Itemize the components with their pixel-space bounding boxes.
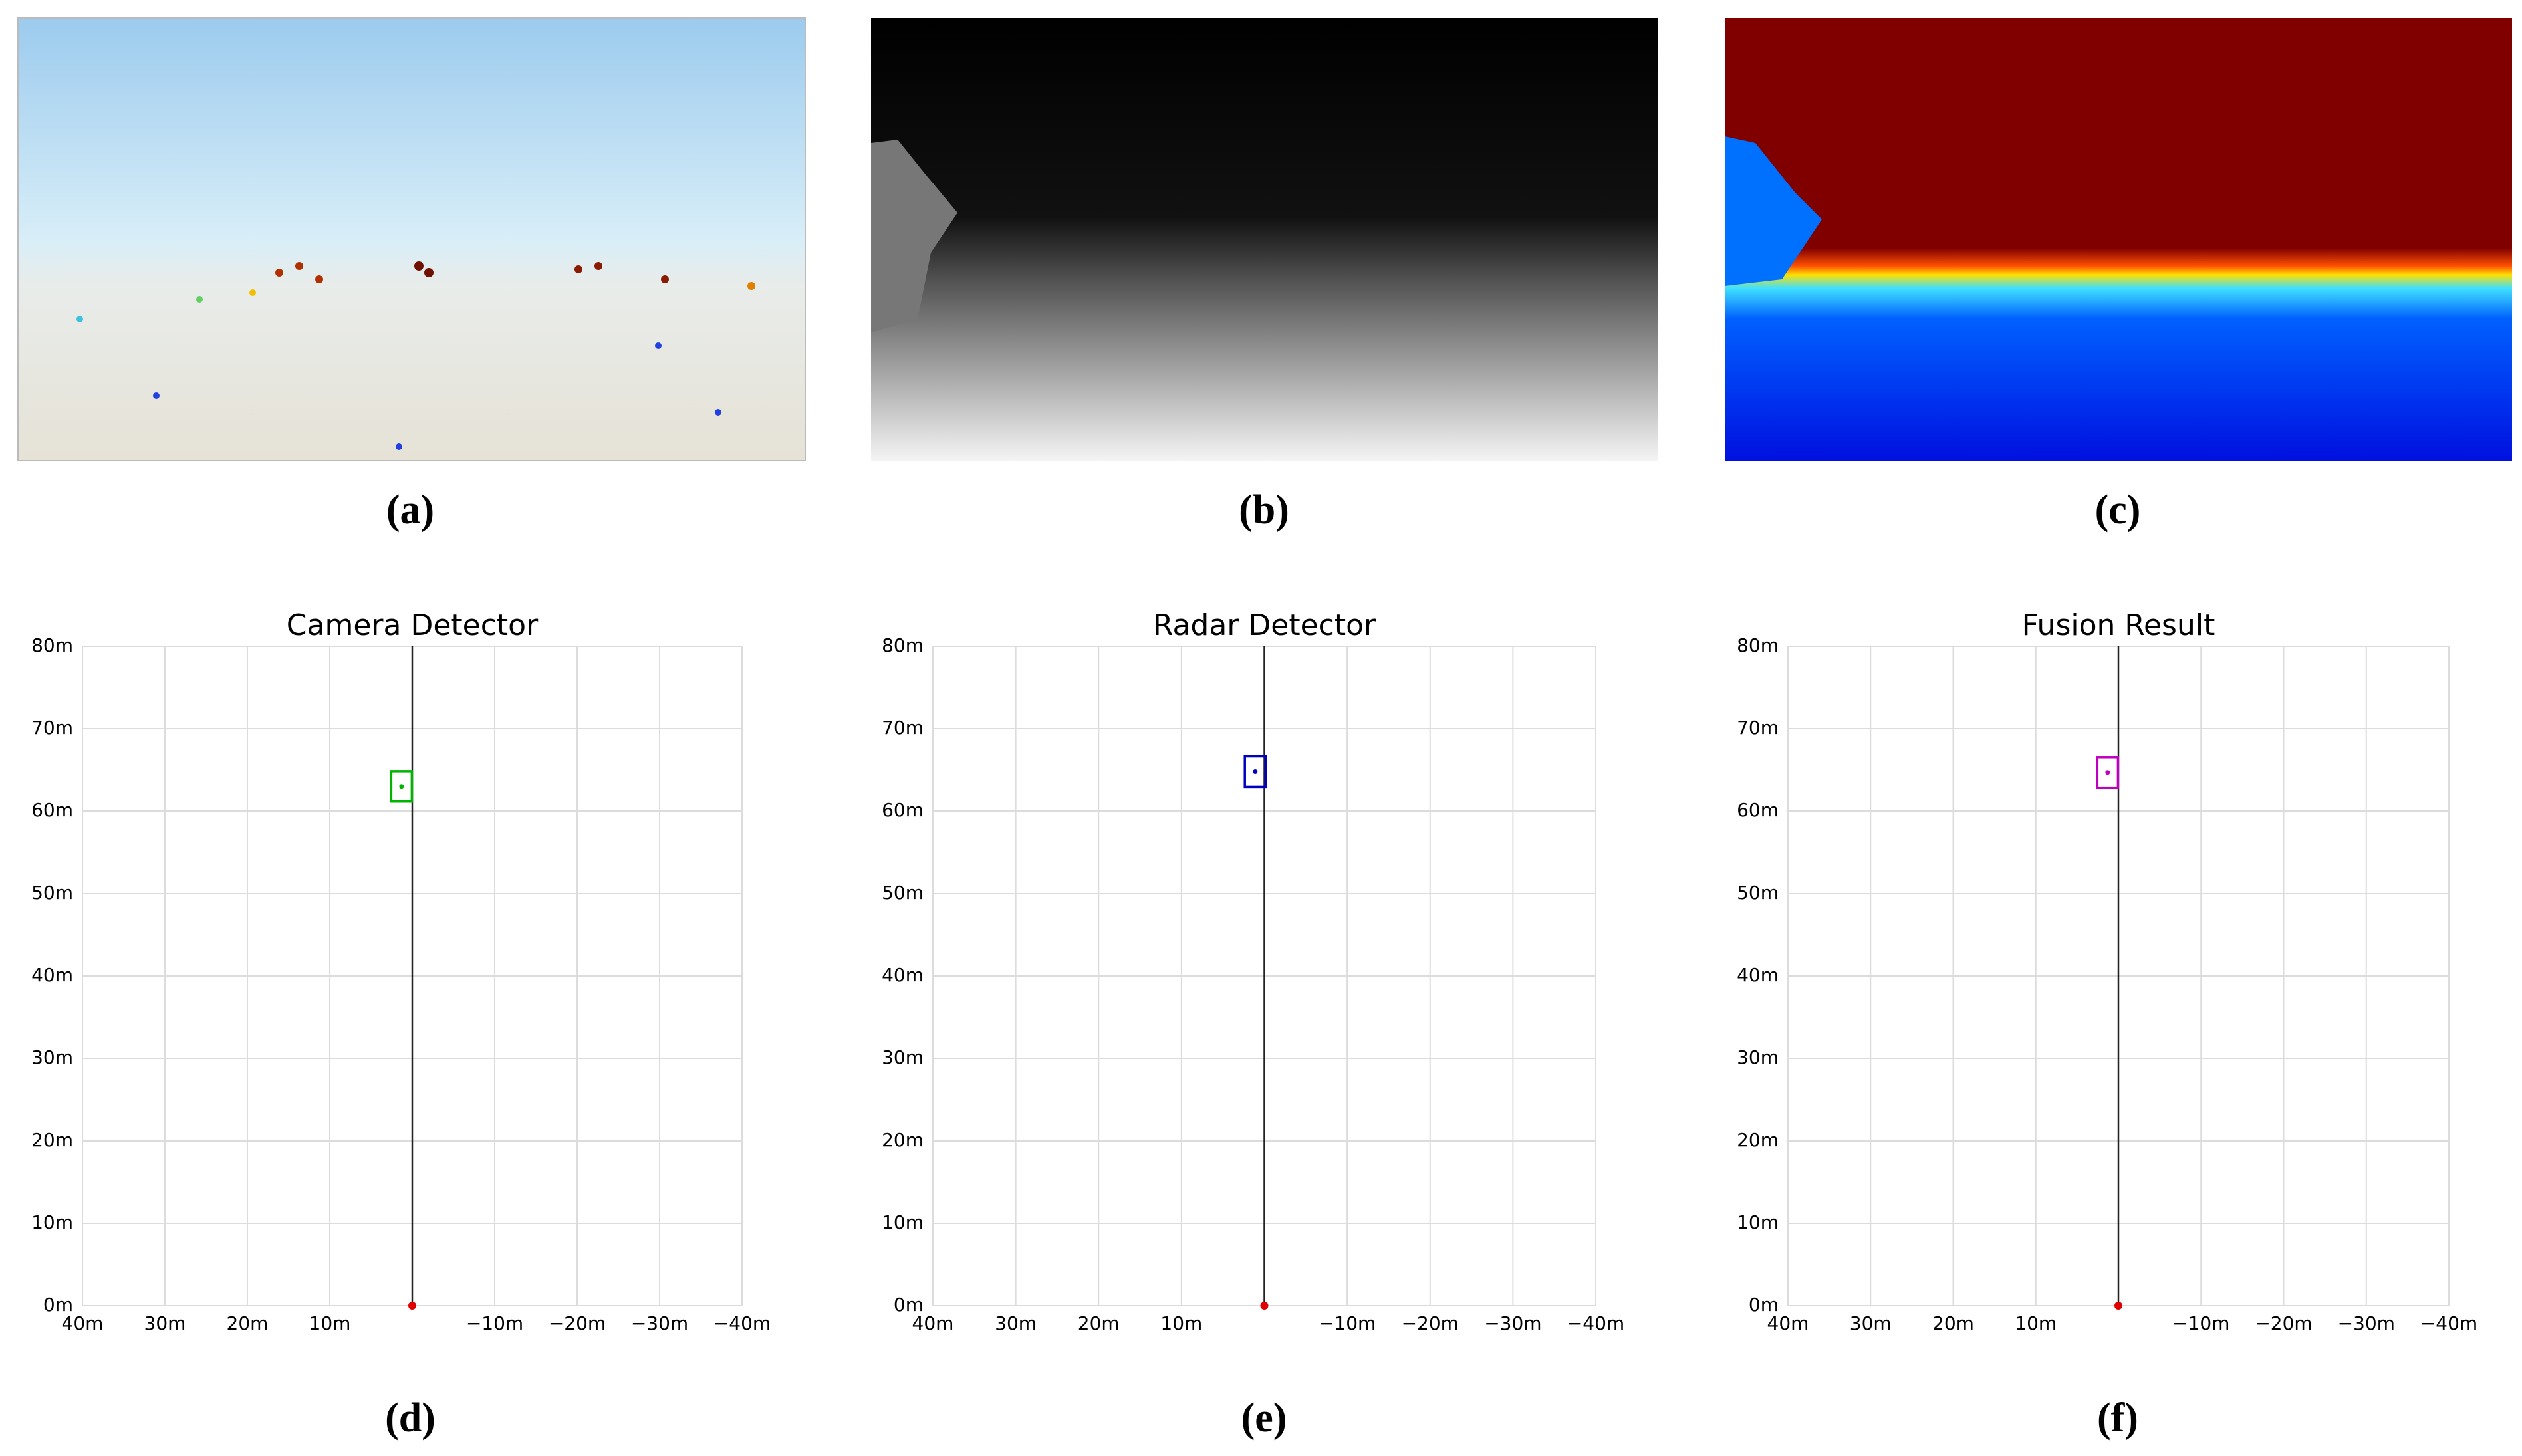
- y-tick-label: 80m: [1737, 634, 1779, 656]
- x-tick-label: 30m: [1850, 1312, 1892, 1334]
- detection-center: [2105, 770, 2110, 775]
- x-tick-label: −10m: [2172, 1312, 2229, 1334]
- x-tick-label: −20m: [1402, 1312, 1459, 1334]
- chart-title: Camera Detector: [287, 608, 539, 642]
- x-tick-label: 30m: [144, 1312, 186, 1334]
- x-tick-label: 40m: [912, 1312, 954, 1334]
- x-tick-label: −40m: [1567, 1312, 1624, 1334]
- y-tick-label: 30m: [1737, 1046, 1779, 1068]
- y-tick-label: 20m: [882, 1129, 924, 1151]
- x-tick-label: 20m: [227, 1312, 269, 1334]
- detection-center: [399, 784, 404, 789]
- chart-title: Fusion Result: [2022, 608, 2215, 642]
- y-tick-label: 50m: [882, 882, 924, 904]
- y-tick-label: 40m: [882, 964, 924, 986]
- y-tick-label: 70m: [31, 717, 73, 739]
- detection-box: [1243, 755, 1267, 789]
- x-tick-label: 40m: [62, 1312, 104, 1334]
- x-tick-label: 20m: [1932, 1312, 1974, 1334]
- y-tick-label: 80m: [882, 634, 924, 656]
- x-tick-label: −30m: [631, 1312, 688, 1334]
- y-tick-label: 50m: [1737, 882, 1779, 904]
- x-tick-label: −40m: [713, 1312, 771, 1334]
- y-tick-label: 10m: [882, 1211, 924, 1233]
- y-tick-label: 10m: [31, 1211, 73, 1233]
- y-tick-label: 0m: [43, 1294, 73, 1316]
- x-tick-label: 10m: [1160, 1312, 1202, 1334]
- detection-box: [2096, 756, 2120, 789]
- caption: (a): [386, 487, 434, 533]
- chart-title: Radar Detector: [1153, 608, 1376, 642]
- image-b: [871, 18, 1658, 461]
- x-tick-label: −20m: [549, 1312, 606, 1334]
- y-tick-label: 0m: [1749, 1294, 1779, 1316]
- y-tick-label: 40m: [31, 964, 73, 986]
- x-tick-label: 40m: [1767, 1312, 1809, 1334]
- caption: (e): [1241, 1395, 1287, 1441]
- x-tick-label: 20m: [1078, 1312, 1120, 1334]
- caption: (c): [2095, 487, 2141, 533]
- y-tick-label: 20m: [31, 1129, 73, 1151]
- x-tick-label: 30m: [995, 1312, 1037, 1334]
- ego-origin: [408, 1302, 416, 1310]
- ego-origin: [2114, 1302, 2122, 1310]
- y-tick-label: 50m: [31, 882, 73, 904]
- y-tick-label: 80m: [31, 634, 73, 656]
- detection-center: [1253, 769, 1258, 774]
- image-a: [17, 17, 806, 461]
- y-tick-label: 30m: [882, 1046, 924, 1068]
- caption: (b): [1239, 487, 1289, 533]
- y-tick-label: 30m: [31, 1046, 73, 1068]
- y-tick-label: 0m: [894, 1294, 924, 1316]
- y-tick-label: 60m: [1737, 799, 1779, 821]
- caption: (d): [385, 1395, 436, 1441]
- x-tick-label: −10m: [1319, 1312, 1376, 1334]
- detection-box: [390, 770, 414, 803]
- y-tick-label: 40m: [1737, 964, 1779, 986]
- ego-origin: [1260, 1302, 1269, 1310]
- y-tick-label: 70m: [1737, 717, 1779, 739]
- x-tick-label: −30m: [1484, 1312, 1541, 1334]
- image-c: [1725, 18, 2512, 461]
- y-tick-label: 20m: [1737, 1129, 1779, 1151]
- y-tick-label: 10m: [1737, 1211, 1779, 1233]
- x-tick-label: −20m: [2255, 1312, 2312, 1334]
- x-tick-label: −30m: [2338, 1312, 2395, 1334]
- y-tick-label: 60m: [31, 799, 73, 821]
- x-tick-label: −40m: [2420, 1312, 2477, 1334]
- caption: (f): [2097, 1395, 2138, 1441]
- x-tick-label: −10m: [466, 1312, 523, 1334]
- x-tick-label: 10m: [2015, 1312, 2057, 1334]
- y-tick-label: 60m: [882, 799, 924, 821]
- y-tick-label: 70m: [882, 717, 924, 739]
- x-tick-label: 10m: [309, 1312, 351, 1334]
